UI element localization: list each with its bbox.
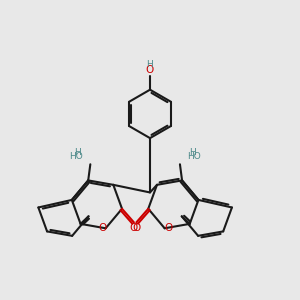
Text: O: O: [146, 65, 154, 75]
Text: HO: HO: [69, 152, 83, 161]
Text: O: O: [98, 223, 106, 233]
Text: O: O: [164, 223, 172, 233]
Text: O: O: [130, 223, 138, 233]
Text: H: H: [147, 60, 153, 69]
Text: H: H: [74, 148, 81, 157]
Text: O: O: [132, 223, 140, 233]
Text: H: H: [189, 148, 196, 157]
Text: HO: HO: [188, 152, 201, 161]
